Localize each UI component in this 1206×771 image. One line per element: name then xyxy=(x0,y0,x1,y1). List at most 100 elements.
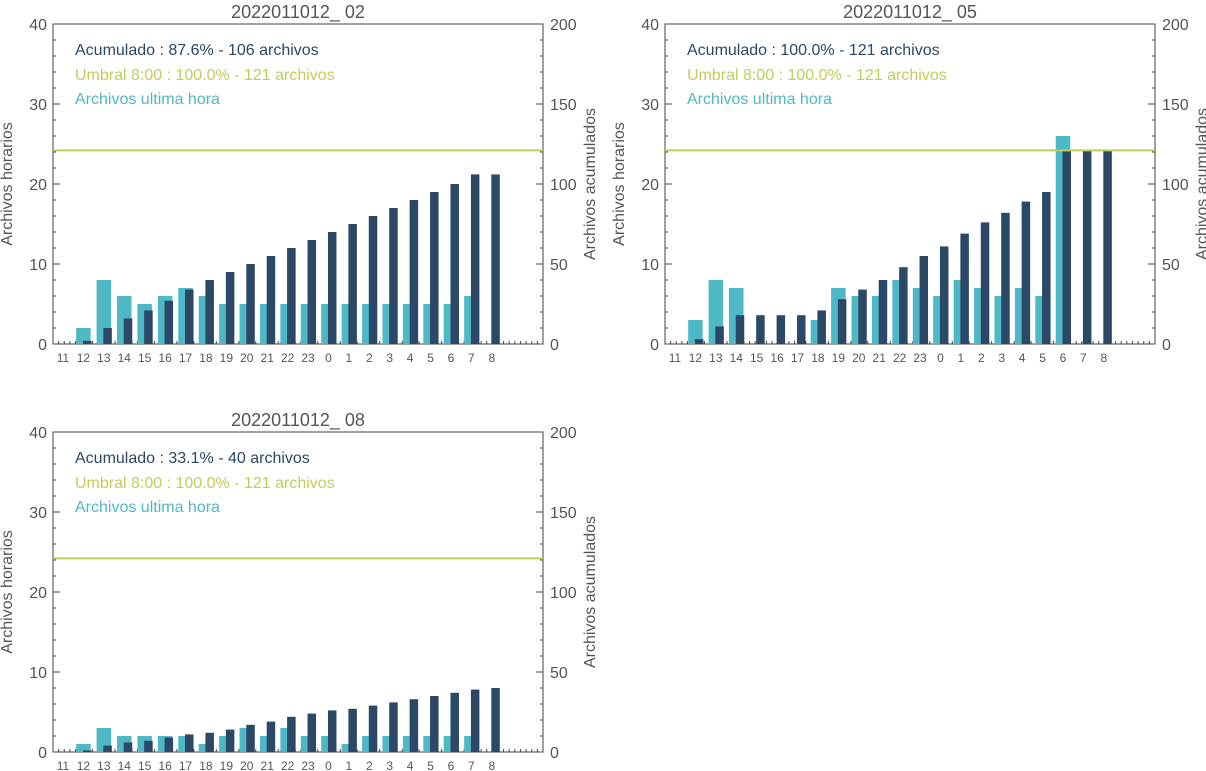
left-tick-label: 40 xyxy=(641,17,659,34)
x-tick-label: 22 xyxy=(281,351,295,365)
cumulative-bar xyxy=(266,721,276,752)
left-tick-label: 30 xyxy=(641,97,659,114)
x-tick-label: 12 xyxy=(77,759,91,771)
left-tick-label: 0 xyxy=(38,337,47,354)
cumulative-bar xyxy=(430,192,439,344)
right-tick-label: 50 xyxy=(550,665,568,682)
cumulative-bar xyxy=(123,318,133,344)
x-tick-label: 8 xyxy=(1100,351,1107,365)
legend-umbral: Umbral 8:00 : 100.0% - 121 archivos xyxy=(687,67,947,84)
x-tick-label: 13 xyxy=(709,351,723,365)
x-tick-label: 6 xyxy=(448,759,455,771)
cumulative-bar xyxy=(307,713,317,752)
x-tick-label: 23 xyxy=(301,351,315,365)
right-tick-label: 150 xyxy=(550,97,577,114)
cumulative-bar xyxy=(348,708,357,752)
cumulative-bar xyxy=(327,232,337,344)
cumulative-bar xyxy=(368,216,378,344)
cumulative-bar xyxy=(858,289,867,344)
legend-umbral: Umbral 8:00 : 100.0% - 121 archivos xyxy=(75,67,335,84)
cumulative-bar xyxy=(225,729,235,752)
cumulative-bar xyxy=(164,737,174,752)
chart-panel-1: 2022011012_ 02010203040050100150200Archi… xyxy=(0,2,599,365)
x-tick-label: 6 xyxy=(1060,351,1067,365)
cumulative-bar xyxy=(980,222,990,344)
cumulative-bar xyxy=(470,689,480,752)
x-tick-label: 15 xyxy=(750,351,764,365)
y-axis-left-label: Archivos horarios xyxy=(0,122,16,246)
x-tick-label: 15 xyxy=(138,351,152,365)
x-tick-label: 11 xyxy=(57,351,70,365)
x-tick-label: 22 xyxy=(281,759,295,771)
cumulative-bar xyxy=(878,280,888,344)
x-tick-label: 21 xyxy=(873,351,887,365)
x-tick-label: 0 xyxy=(325,759,332,771)
x-tick-label: 20 xyxy=(240,351,254,365)
cumulative-bar xyxy=(1001,212,1010,344)
cumulative-bar xyxy=(327,710,337,752)
x-tick-label: 1 xyxy=(958,351,965,365)
x-tick-label: 21 xyxy=(261,759,275,771)
x-tick-label: 12 xyxy=(689,351,703,365)
x-tick-label: 2 xyxy=(366,351,373,365)
cumulative-bar xyxy=(123,742,133,752)
x-tick-label: 2 xyxy=(978,351,985,365)
cumulative-bar xyxy=(164,300,174,344)
x-tick-label: 20 xyxy=(852,351,866,365)
x-tick-label: 7 xyxy=(468,351,475,365)
x-tick-label: 17 xyxy=(179,759,193,771)
cumulative-bar xyxy=(389,208,398,344)
legend-ultima-hora: Archivos ultima hora xyxy=(75,91,220,108)
x-tick-label: 14 xyxy=(730,351,744,365)
x-tick-label: 11 xyxy=(669,351,682,365)
left-tick-label: 0 xyxy=(650,337,659,354)
right-tick-label: 200 xyxy=(550,425,577,442)
cumulative-bar xyxy=(715,326,724,344)
x-tick-label: 4 xyxy=(407,759,414,771)
cumulative-bar xyxy=(756,315,765,344)
left-tick-label: 20 xyxy=(29,585,47,602)
legend-ultima-hora: Archivos ultima hora xyxy=(75,499,220,516)
cumulative-bar xyxy=(430,696,439,752)
left-tick-label: 10 xyxy=(29,257,47,274)
x-tick-label: 18 xyxy=(199,351,213,365)
x-tick-label: 19 xyxy=(832,351,846,365)
cumulative-bar xyxy=(266,256,276,344)
x-tick-label: 16 xyxy=(770,351,784,365)
cumulative-bar xyxy=(837,299,847,344)
legend-acumulado: Acumulado : 87.6% - 106 archivos xyxy=(75,42,319,59)
right-tick-label: 150 xyxy=(550,505,577,522)
x-tick-label: 20 xyxy=(240,759,254,771)
cumulative-bar xyxy=(225,272,235,344)
cumulative-bar xyxy=(348,224,357,344)
x-tick-label: 22 xyxy=(893,351,907,365)
x-tick-label: 8 xyxy=(488,351,495,365)
y-axis-right-label: Archivos acumulados xyxy=(582,108,599,260)
cumulative-bar xyxy=(287,248,296,344)
cumulative-bar xyxy=(797,315,806,344)
cumulative-bar xyxy=(919,256,929,344)
x-tick-label: 4 xyxy=(1019,351,1026,365)
right-tick-label: 50 xyxy=(550,257,568,274)
y-axis-right-label: Archivos acumulados xyxy=(582,516,599,668)
y-axis-left-label: Archivos horarios xyxy=(611,122,628,246)
x-tick-label: 4 xyxy=(407,351,414,365)
cumulative-bar xyxy=(246,724,255,752)
cumulative-bar xyxy=(82,750,92,752)
x-tick-label: 16 xyxy=(158,759,172,771)
cumulative-bar xyxy=(144,740,153,752)
cumulative-bar xyxy=(144,310,153,344)
right-tick-label: 150 xyxy=(1162,97,1189,114)
chart-panel-2: 2022011012_ 05010203040050100150200Archi… xyxy=(611,2,1206,365)
x-tick-label: 7 xyxy=(1080,351,1087,365)
cumulative-bar xyxy=(1042,192,1051,344)
left-tick-label: 0 xyxy=(38,745,47,762)
right-tick-label: 0 xyxy=(550,745,559,762)
cumulative-bar xyxy=(1082,150,1092,344)
x-tick-label: 5 xyxy=(427,351,434,365)
cumulative-bar xyxy=(776,315,786,344)
right-tick-label: 100 xyxy=(550,585,577,602)
left-tick-label: 30 xyxy=(29,505,47,522)
x-tick-label: 1 xyxy=(346,759,353,771)
right-tick-label: 0 xyxy=(550,337,559,354)
